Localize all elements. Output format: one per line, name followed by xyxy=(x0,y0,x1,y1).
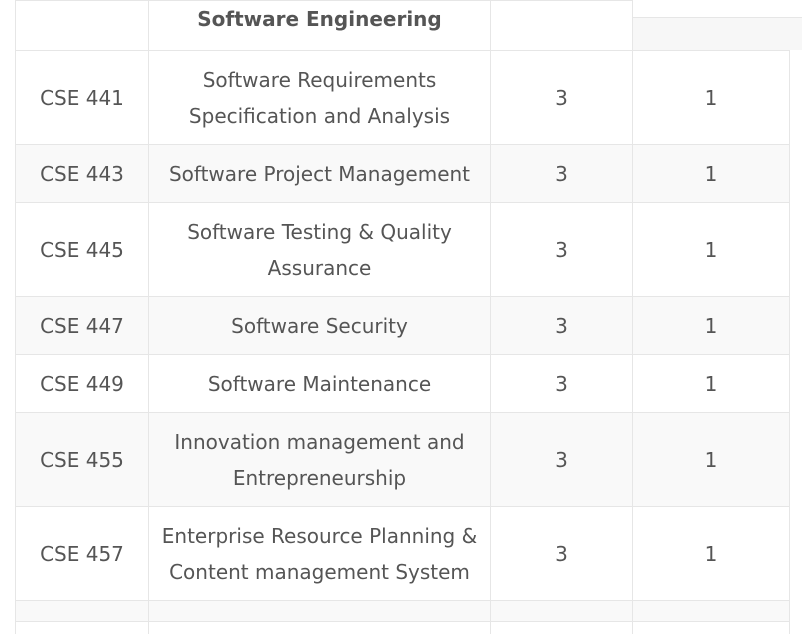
course-credit: 3 xyxy=(490,202,633,297)
course-code: CSE 445 xyxy=(15,202,149,297)
course-code: CSE 449 xyxy=(15,354,149,413)
course-title: Software Project Management xyxy=(148,144,491,203)
course-title: Software Security xyxy=(148,296,491,355)
empty-cell xyxy=(490,600,633,622)
header-cell-right xyxy=(632,0,802,51)
course-title: Enterprise Resource Planning & Content m… xyxy=(148,506,491,601)
course-value: 1 xyxy=(632,296,790,355)
course-credit: 3 xyxy=(490,50,633,145)
table-row: CSE 443 Software Project Management 3 1 xyxy=(15,144,790,203)
course-code: CSE 455 xyxy=(15,412,149,507)
empty-cell xyxy=(15,600,149,622)
course-code: CSE 447 xyxy=(15,296,149,355)
course-title: Software Testing & Quality Assurance xyxy=(148,202,491,297)
course-credit: 3 xyxy=(490,354,633,413)
course-title: Software Maintenance xyxy=(148,354,491,413)
section-title: Software Engineering xyxy=(148,0,491,51)
course-value: 1 xyxy=(632,144,790,203)
course-title: Innovation management and Entrepreneursh… xyxy=(148,412,491,507)
empty-cell xyxy=(148,621,491,634)
course-value: 1 xyxy=(632,506,790,601)
empty-cell xyxy=(15,621,149,634)
empty-cell xyxy=(632,621,790,634)
course-value: 1 xyxy=(632,354,790,413)
section-header-row: Software Engineering xyxy=(15,0,802,51)
table-row: CSE 455 Innovation management and Entrep… xyxy=(15,412,790,507)
course-title: Software Requirements Specification and … xyxy=(148,50,491,145)
empty-cell xyxy=(632,600,790,622)
course-value: 1 xyxy=(632,412,790,507)
table-row: CSE 447 Software Security 3 1 xyxy=(15,296,790,355)
table-row: CSE 445 Software Testing & Quality Assur… xyxy=(15,202,790,297)
course-table: Software Engineering CSE 441 Software Re… xyxy=(15,0,802,634)
table-row-empty xyxy=(15,600,790,622)
course-value: 1 xyxy=(632,50,790,145)
course-value: 1 xyxy=(632,202,790,297)
table-row-empty xyxy=(15,621,790,634)
table-row: CSE 457 Enterprise Resource Planning & C… xyxy=(15,506,790,601)
course-code: CSE 457 xyxy=(15,506,149,601)
course-credit: 3 xyxy=(490,506,633,601)
table-row: CSE 449 Software Maintenance 3 1 xyxy=(15,354,790,413)
header-cell-empty xyxy=(490,0,633,51)
course-code: CSE 441 xyxy=(15,50,149,145)
empty-cell xyxy=(148,600,491,622)
header-cell-empty xyxy=(15,0,149,51)
course-credit: 3 xyxy=(490,144,633,203)
course-credit: 3 xyxy=(490,412,633,507)
course-credit: 3 xyxy=(490,296,633,355)
course-code: CSE 443 xyxy=(15,144,149,203)
empty-cell xyxy=(490,621,633,634)
table-row: CSE 441 Software Requirements Specificat… xyxy=(15,50,790,145)
